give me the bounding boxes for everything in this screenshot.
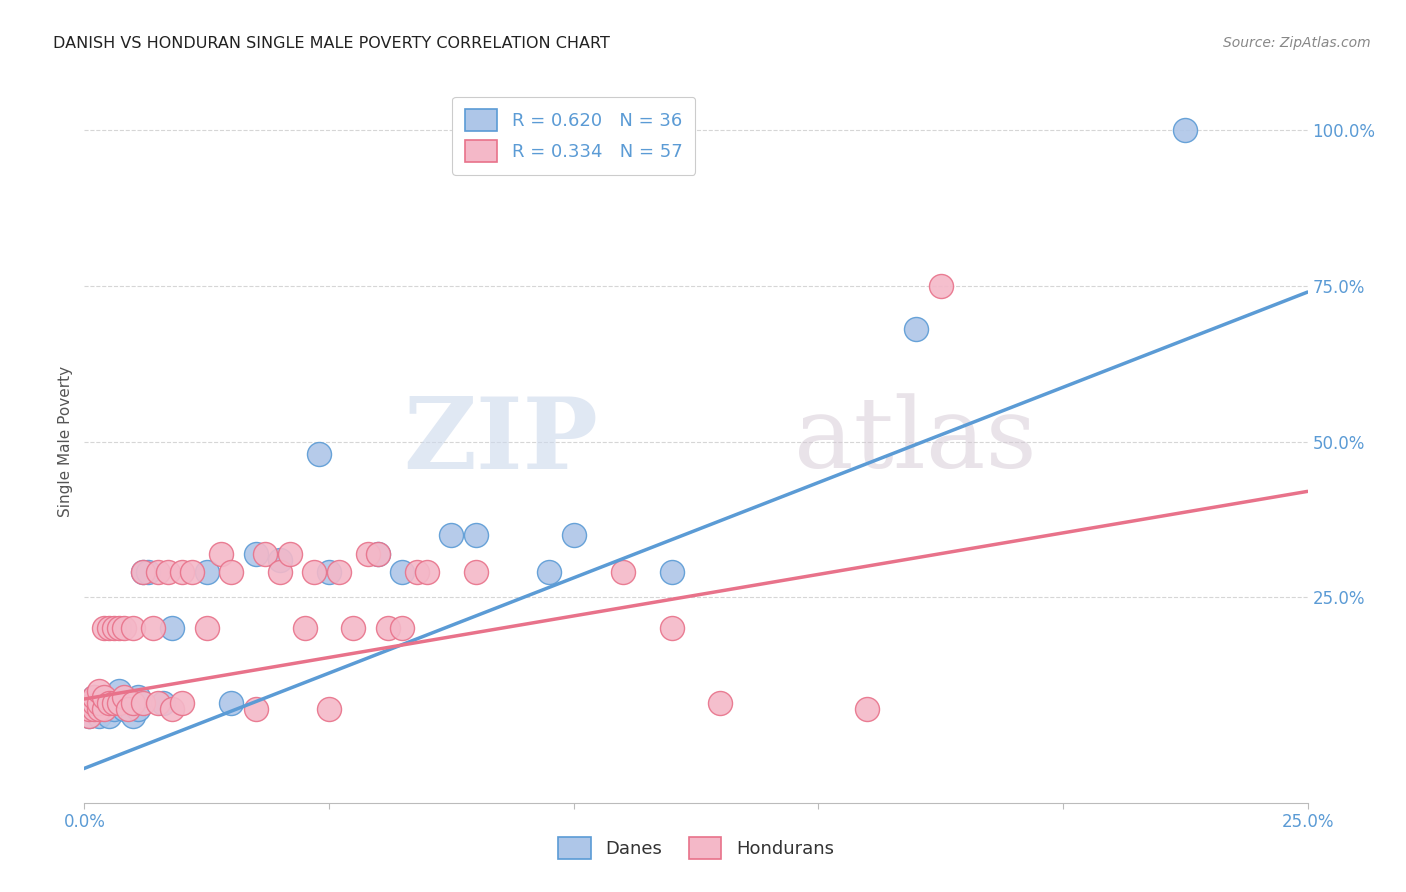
Point	[122, 708, 145, 723]
Point	[929, 278, 952, 293]
Point	[195, 566, 218, 580]
Point	[416, 566, 439, 580]
Point	[132, 696, 155, 710]
Point	[97, 708, 120, 723]
Point	[464, 566, 486, 580]
Point	[132, 566, 155, 580]
Point	[464, 528, 486, 542]
Point	[254, 547, 277, 561]
Text: Source: ZipAtlas.com: Source: ZipAtlas.com	[1223, 36, 1371, 50]
Point	[77, 708, 100, 723]
Point	[440, 528, 463, 542]
Point	[112, 690, 135, 704]
Point	[308, 447, 330, 461]
Point	[83, 702, 105, 716]
Point	[278, 547, 301, 561]
Text: atlas: atlas	[794, 393, 1036, 490]
Point	[377, 621, 399, 635]
Point	[93, 621, 115, 635]
Point	[87, 702, 110, 716]
Point	[93, 702, 115, 716]
Point	[406, 566, 429, 580]
Point	[146, 696, 169, 710]
Point	[269, 553, 291, 567]
Point	[103, 696, 125, 710]
Point	[538, 566, 561, 580]
Point	[112, 621, 135, 635]
Point	[367, 547, 389, 561]
Point	[152, 696, 174, 710]
Point	[562, 528, 585, 542]
Point	[122, 696, 145, 710]
Point	[162, 621, 184, 635]
Point	[856, 702, 879, 716]
Point	[146, 566, 169, 580]
Point	[661, 566, 683, 580]
Point	[103, 702, 125, 716]
Point	[709, 696, 731, 710]
Point	[195, 621, 218, 635]
Point	[107, 696, 129, 710]
Point	[342, 621, 364, 635]
Point	[367, 547, 389, 561]
Point	[93, 690, 115, 704]
Point	[112, 702, 135, 716]
Point	[87, 696, 110, 710]
Point	[181, 566, 204, 580]
Point	[83, 690, 105, 704]
Point	[87, 708, 110, 723]
Point	[136, 566, 159, 580]
Point	[269, 566, 291, 580]
Point	[172, 566, 194, 580]
Point	[245, 702, 267, 716]
Point	[245, 547, 267, 561]
Point	[391, 566, 413, 580]
Point	[107, 621, 129, 635]
Point	[294, 621, 316, 635]
Point	[103, 621, 125, 635]
Point	[612, 566, 634, 580]
Text: ZIP: ZIP	[404, 393, 598, 490]
Point	[127, 690, 149, 704]
Y-axis label: Single Male Poverty: Single Male Poverty	[58, 366, 73, 517]
Point	[142, 621, 165, 635]
Point	[87, 683, 110, 698]
Point	[209, 547, 232, 561]
Point	[122, 621, 145, 635]
Point	[77, 702, 100, 716]
Point	[117, 702, 139, 716]
Point	[127, 702, 149, 716]
Point	[156, 566, 179, 580]
Point	[661, 621, 683, 635]
Point	[391, 621, 413, 635]
Point	[219, 696, 242, 710]
Point	[83, 696, 105, 710]
Point	[132, 566, 155, 580]
Point	[77, 696, 100, 710]
Point	[83, 702, 105, 716]
Legend: Danes, Hondurans: Danes, Hondurans	[551, 830, 841, 866]
Point	[83, 690, 105, 704]
Point	[97, 621, 120, 635]
Point	[318, 702, 340, 716]
Point	[77, 708, 100, 723]
Point	[77, 696, 100, 710]
Point	[905, 322, 928, 336]
Point	[172, 696, 194, 710]
Point	[304, 566, 326, 580]
Point	[97, 696, 120, 710]
Point	[117, 696, 139, 710]
Point	[93, 702, 115, 716]
Text: DANISH VS HONDURAN SINGLE MALE POVERTY CORRELATION CHART: DANISH VS HONDURAN SINGLE MALE POVERTY C…	[53, 36, 610, 51]
Point	[318, 566, 340, 580]
Point	[357, 547, 380, 561]
Point	[328, 566, 350, 580]
Point	[219, 566, 242, 580]
Point	[162, 702, 184, 716]
Point	[97, 696, 120, 710]
Point	[107, 696, 129, 710]
Point	[87, 696, 110, 710]
Point	[1174, 123, 1197, 137]
Point	[107, 683, 129, 698]
